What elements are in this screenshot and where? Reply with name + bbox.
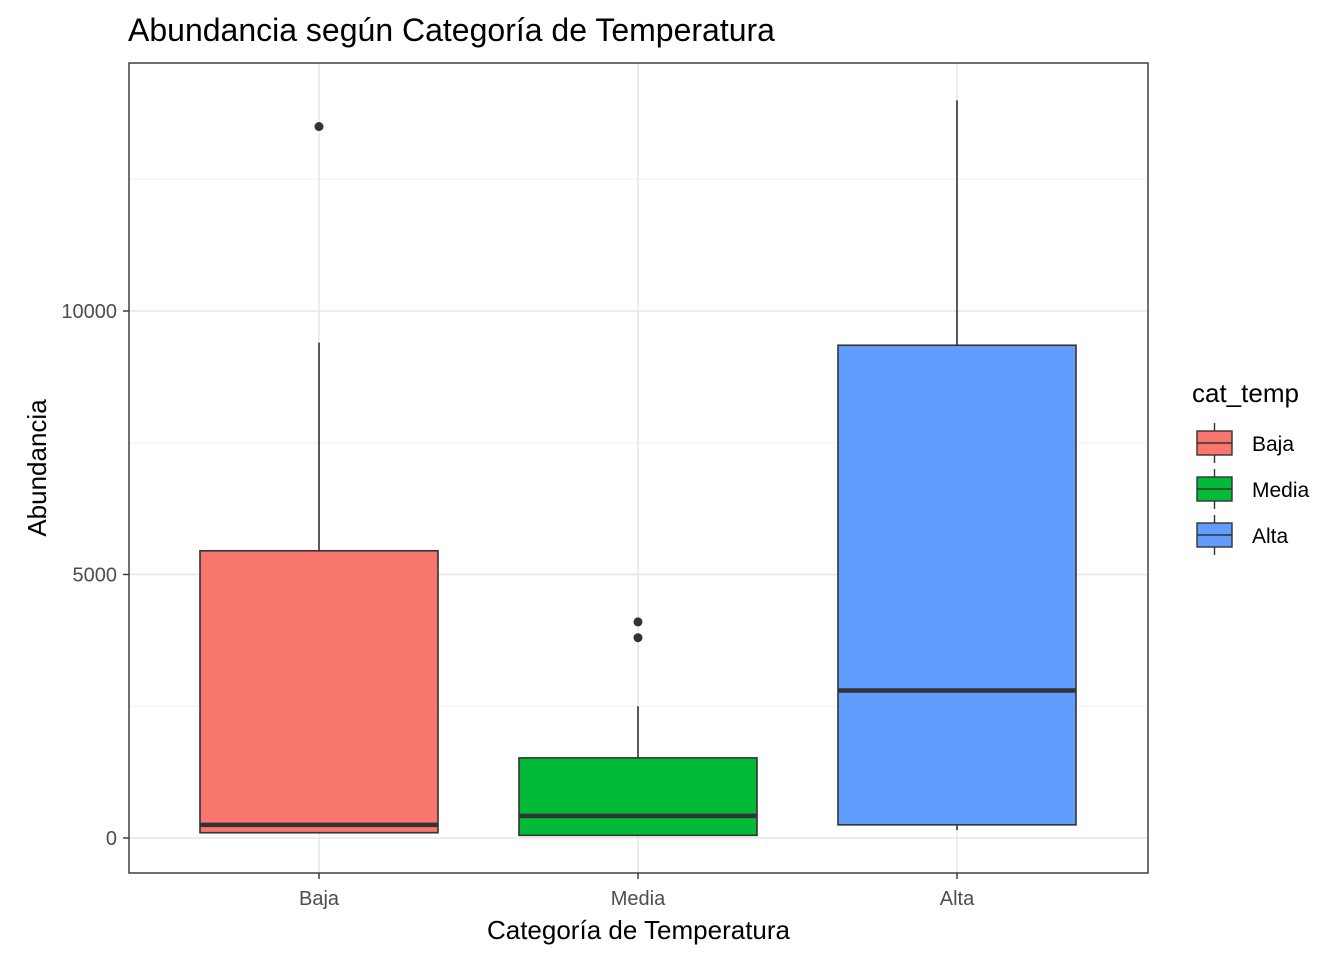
x-tick-label: Media bbox=[611, 888, 666, 910]
outlier-point bbox=[314, 122, 324, 132]
x-tick-label: Baja bbox=[299, 888, 340, 910]
chart-title: Abundancia según Categoría de Temperatur… bbox=[128, 12, 775, 48]
outlier-point bbox=[633, 633, 643, 643]
legend-label-media: Media bbox=[1252, 479, 1310, 502]
legend-title: cat_temp bbox=[1192, 378, 1299, 408]
y-tick-label: 10000 bbox=[61, 301, 117, 323]
x-axis-title: Categoría de Temperatura bbox=[487, 915, 791, 945]
y-tick-label: 0 bbox=[106, 828, 117, 850]
legend: cat_temp Baja Media Alta bbox=[1192, 378, 1310, 555]
boxes bbox=[199, 100, 1077, 837]
legend-label-baja: Baja bbox=[1252, 433, 1294, 456]
y-axis-title: Abundancia bbox=[22, 399, 52, 537]
box-alta bbox=[837, 344, 1077, 826]
x-tick-label: Alta bbox=[940, 888, 975, 910]
axes: 0 5000 10000 Baja Media Alta bbox=[61, 301, 975, 910]
box-media bbox=[518, 757, 758, 837]
y-tick-label: 5000 bbox=[73, 565, 118, 587]
outlier-point bbox=[633, 617, 643, 627]
legend-label-alta: Alta bbox=[1252, 525, 1289, 548]
box-baja bbox=[199, 549, 439, 834]
